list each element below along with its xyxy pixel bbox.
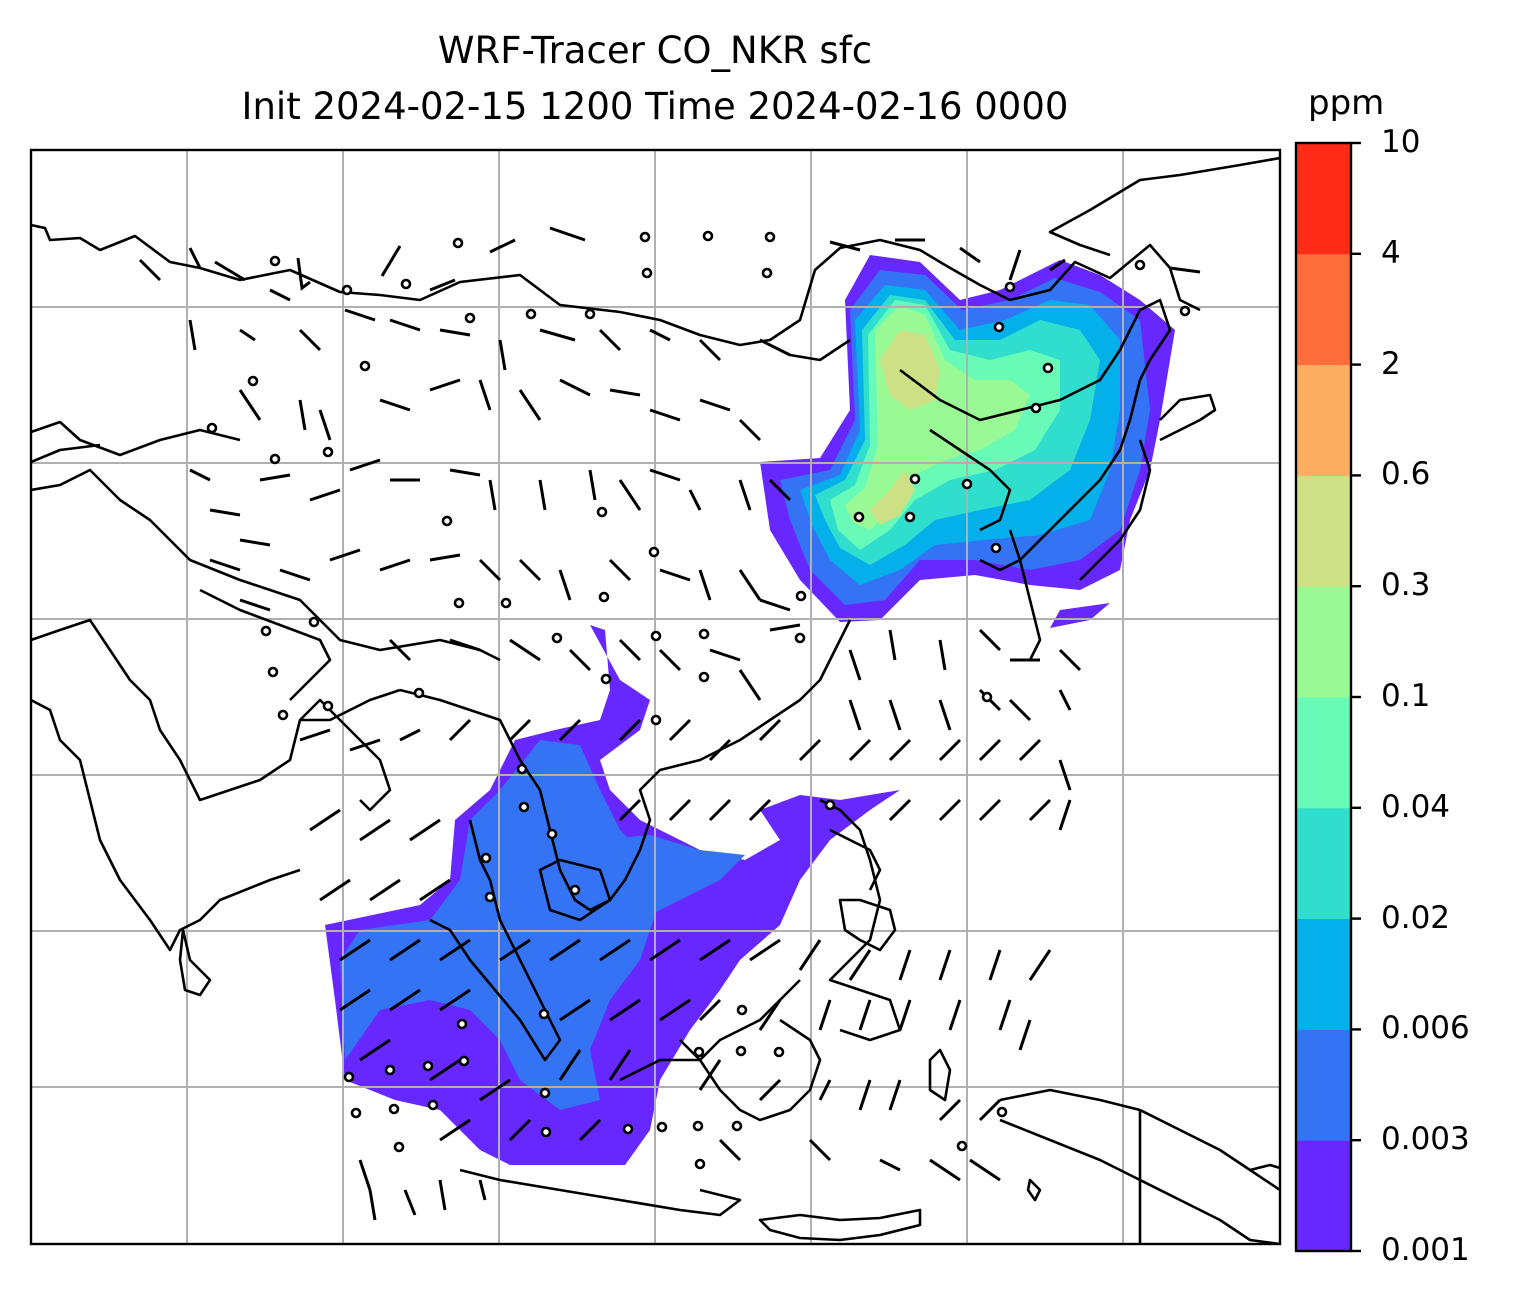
- colorbar-band: [1296, 697, 1351, 809]
- map-frame: [29, 148, 1282, 1246]
- colorbar-tick-label: 0.1: [1381, 678, 1431, 714]
- colorbar-tick-label: 0.6: [1381, 456, 1431, 493]
- colorbar-band: [1296, 1029, 1351, 1141]
- colorbar-band: [1296, 143, 1351, 255]
- colorbar-unit: ppm: [1308, 83, 1385, 123]
- colorbar-tick-label: 0.3: [1381, 567, 1431, 604]
- wind-barbs: [138, 226, 1201, 1221]
- colorbar-ticks: [1351, 141, 1361, 1253]
- colorbar-tick-label: 0.001: [1381, 1232, 1470, 1268]
- colorbar-band: [1296, 1140, 1351, 1252]
- calm-wind-markers: [206, 230, 1191, 1170]
- chart-title-line1: WRF-Tracer CO_NKR sfc: [437, 29, 873, 72]
- colorbar-band: [1296, 807, 1351, 920]
- colorbar-band: [1296, 918, 1351, 1030]
- colorbar-bands: [1296, 143, 1351, 1252]
- colorbar-tick-label: 2: [1381, 345, 1401, 382]
- colorbar-band: [1296, 586, 1351, 698]
- colorbar-tick-label: 0.006: [1381, 1010, 1470, 1047]
- colorbar-tick-label: 0.02: [1381, 899, 1451, 936]
- colorbar-tick-label: 10: [1381, 124, 1421, 160]
- colorbar-band: [1296, 253, 1351, 366]
- colorbar-tick-label: 0.04: [1381, 788, 1451, 825]
- colorbar-tick-label: 4: [1381, 234, 1401, 271]
- chart-title-line2: Init 2024-02-15 1200 Time 2024-02-16 000…: [241, 85, 1069, 128]
- colorbar-band: [1296, 364, 1351, 476]
- colorbar-tick-label: 0.003: [1381, 1121, 1470, 1158]
- colorbar-band: [1296, 475, 1351, 587]
